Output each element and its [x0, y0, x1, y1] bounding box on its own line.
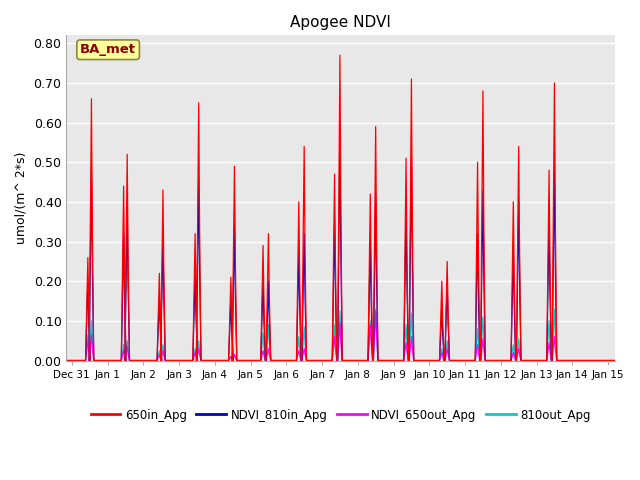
Y-axis label: umol/(m^ 2*s): umol/(m^ 2*s) — [15, 152, 28, 244]
Title: Apogee NDVI: Apogee NDVI — [291, 15, 391, 30]
Text: BA_met: BA_met — [80, 43, 136, 56]
Legend: 650in_Apg, NDVI_810in_Apg, NDVI_650out_Apg, 810out_Apg: 650in_Apg, NDVI_810in_Apg, NDVI_650out_A… — [86, 404, 596, 426]
